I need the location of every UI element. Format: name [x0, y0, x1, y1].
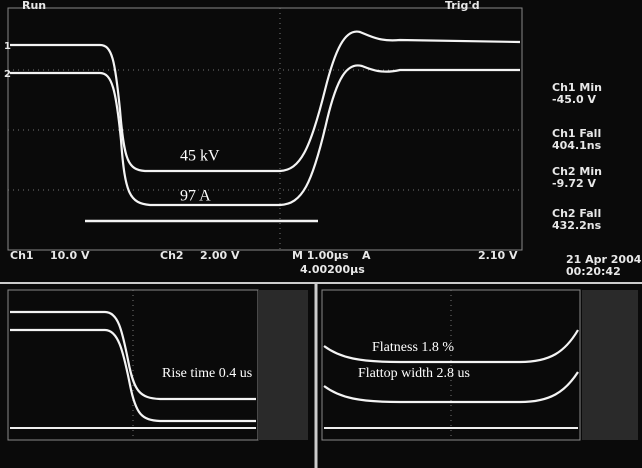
page: Run Trig'd 1 2 45 kV 97 A Ch1 Min -45.0 … — [0, 0, 642, 468]
annotation: Flattop width 2.8 us — [358, 366, 470, 381]
setting: 2.10 V — [478, 249, 518, 262]
setting: Ch2 — [160, 249, 184, 262]
setting: M 1.00µs — [292, 249, 349, 262]
measurement-panel — [258, 290, 308, 440]
time: 00:20:42 — [566, 265, 621, 278]
annotation: Rise time 0.4 us — [162, 366, 252, 381]
measurement-value: -9.72 V — [552, 177, 597, 190]
measurement-panel — [582, 290, 638, 440]
setting: 2.00 V — [200, 249, 240, 262]
annotation: Flatness 1.8 % — [372, 340, 454, 355]
status: Run — [22, 0, 46, 12]
setting: 10.0 V — [50, 249, 90, 262]
annotation: 45 kV — [180, 148, 220, 165]
measurement-value: 404.1ns — [552, 139, 602, 152]
measurement-value: -45.0 V — [552, 93, 597, 106]
setting: Ch1 — [10, 249, 34, 262]
trigger-status: Trig'd — [445, 0, 480, 12]
measurement-value: 432.2ns — [552, 219, 602, 232]
setting: 4.00200µs — [300, 263, 365, 276]
channel-marker: 1 — [4, 41, 11, 52]
setting: A — [362, 249, 371, 262]
channel-marker: 2 — [4, 69, 11, 80]
annotation: 97 A — [180, 188, 211, 205]
